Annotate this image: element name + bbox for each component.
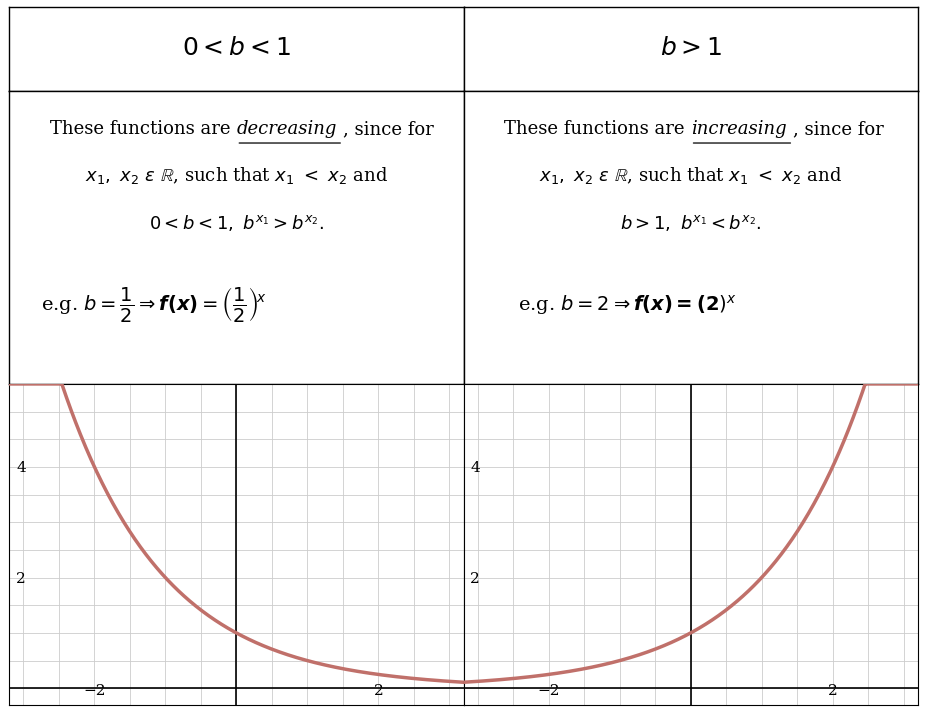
Text: e.g. $b = 2 \Rightarrow \boldsymbol{f(x) = (2)^x}$: e.g. $b = 2 \Rightarrow \boldsymbol{f(x)… — [518, 293, 737, 317]
Text: $x_1,\ x_2\ \epsilon\ \mathbb{R}$, such that $x_1\ <\ x_2$ and: $x_1,\ x_2\ \epsilon\ \mathbb{R}$, such … — [85, 165, 387, 187]
Text: $0 < b < 1$: $0 < b < 1$ — [182, 38, 291, 61]
Text: $b > 1$: $b > 1$ — [659, 38, 722, 61]
Text: e.g. $b = \dfrac{1}{2} \Rightarrow \boldsymbol{f(x)} = \left(\dfrac{1}{2}\right): e.g. $b = \dfrac{1}{2} \Rightarrow \bold… — [41, 286, 267, 324]
Text: $0 < b < 1,\ b^{x_1} > b^{x_2}.$: $0 < b < 1,\ b^{x_1} > b^{x_2}.$ — [149, 213, 324, 233]
Text: These functions are: These functions are — [50, 120, 236, 138]
Text: , since for: , since for — [343, 120, 434, 138]
Text: increasing: increasing — [691, 120, 786, 138]
Text: $x_1,\ x_2\ \epsilon\ \mathbb{R}$, such that $x_1\ <\ x_2$ and: $x_1,\ x_2\ \epsilon\ \mathbb{R}$, such … — [540, 165, 842, 187]
Text: decreasing: decreasing — [236, 120, 337, 138]
Text: These functions are: These functions are — [504, 120, 691, 138]
Text: $b > 1,\ b^{x_1} < b^{x_2}.$: $b > 1,\ b^{x_1} < b^{x_2}.$ — [620, 213, 761, 233]
Text: , since for: , since for — [794, 120, 884, 138]
